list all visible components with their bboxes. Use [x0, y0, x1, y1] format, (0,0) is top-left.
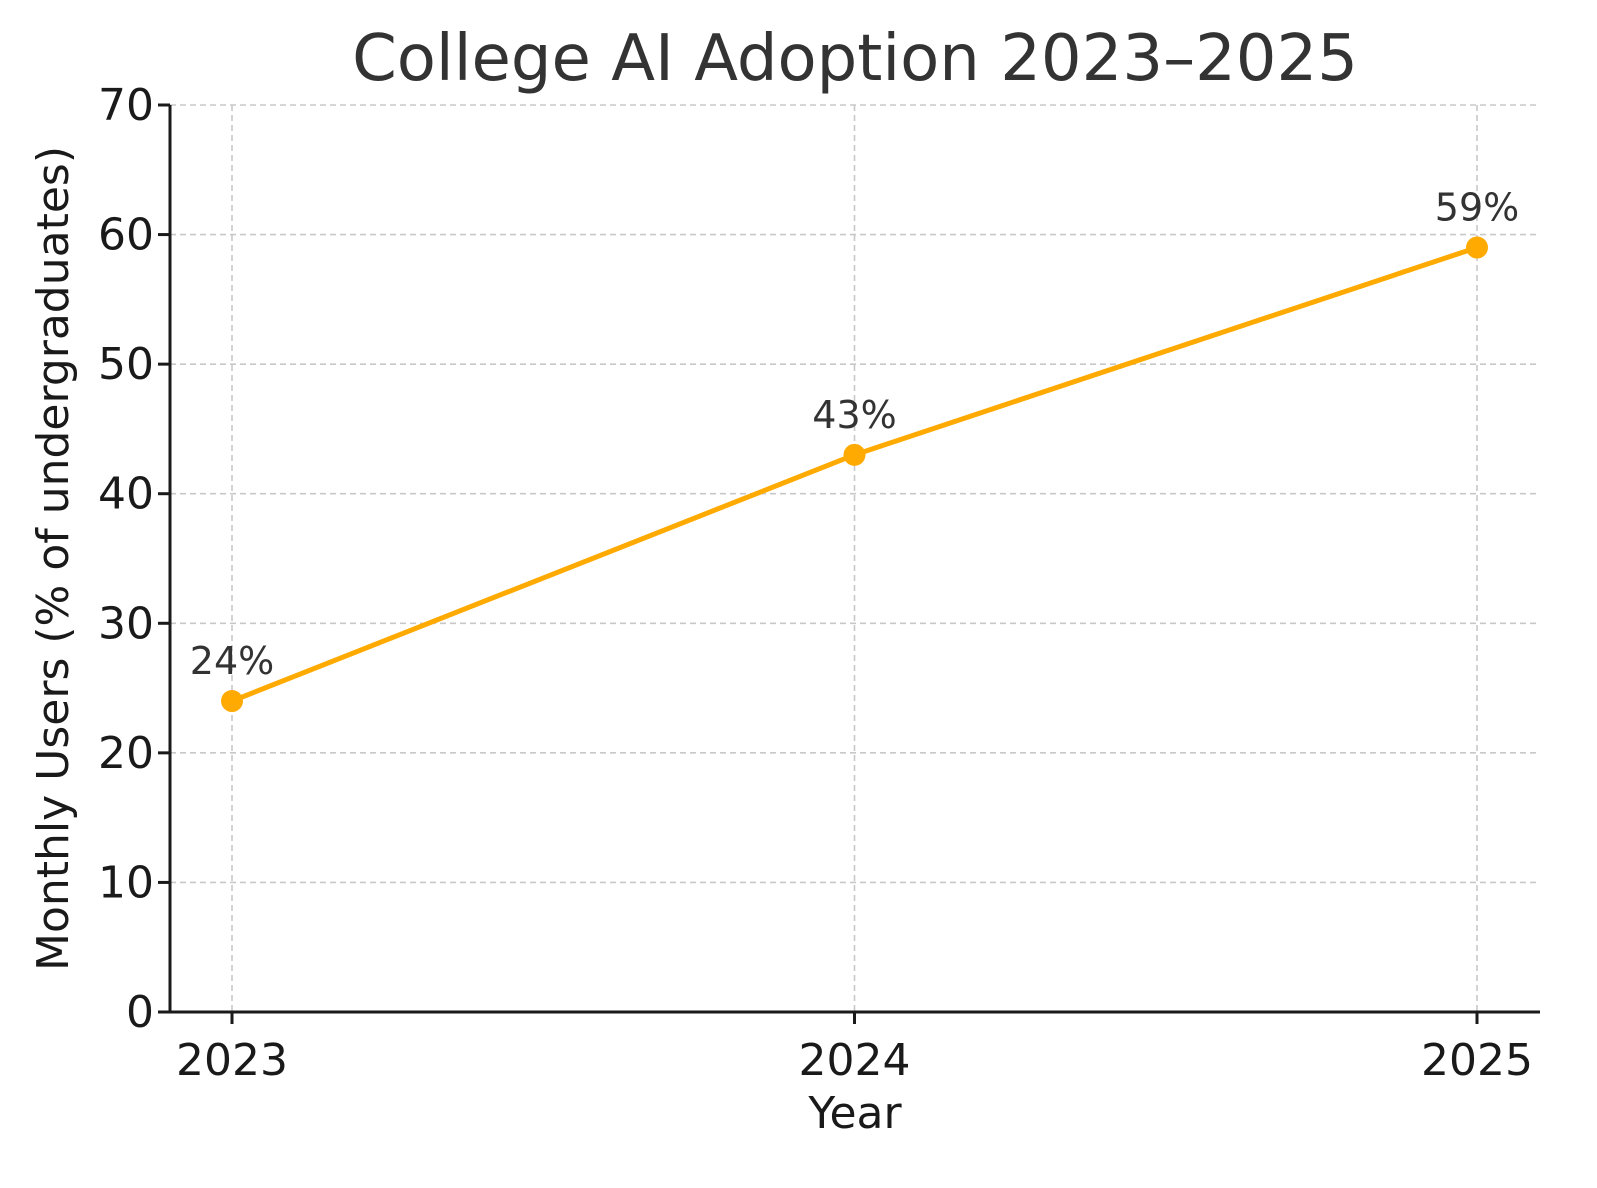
x-tick-label: 2024	[799, 1035, 911, 1086]
data-point	[843, 443, 866, 466]
y-tick-label: 50	[98, 339, 154, 390]
data-point	[1466, 236, 1488, 259]
series-layer	[221, 236, 1488, 713]
grid-layer	[170, 104, 1540, 1013]
data-label: 24%	[190, 639, 274, 683]
y-tick-label: 40	[98, 469, 154, 520]
labels-layer: 24% 43% 59%	[190, 186, 1519, 684]
y-tick-label: 20	[98, 728, 154, 779]
ticks-layer: 0 10 20 30 40 50 60 70 2023 2024 2025	[98, 80, 1533, 1086]
chart-title: College AI Adoption 2023–2025	[352, 22, 1358, 96]
y-tick-label: 30	[98, 598, 154, 649]
y-tick-label: 10	[98, 857, 154, 908]
x-axis-title: Year	[807, 1088, 902, 1139]
x-tick-label: 2025	[1421, 1035, 1533, 1086]
data-label: 43%	[812, 393, 896, 437]
y-tick-label: 0	[126, 987, 154, 1038]
y-tick-label: 70	[98, 80, 154, 131]
y-tick-label: 60	[98, 210, 154, 261]
y-axis-title: Monthly Users (% of undergraduates)	[28, 146, 79, 971]
data-label: 59%	[1435, 186, 1519, 230]
data-point	[221, 690, 243, 713]
x-tick-label: 2023	[176, 1035, 288, 1086]
